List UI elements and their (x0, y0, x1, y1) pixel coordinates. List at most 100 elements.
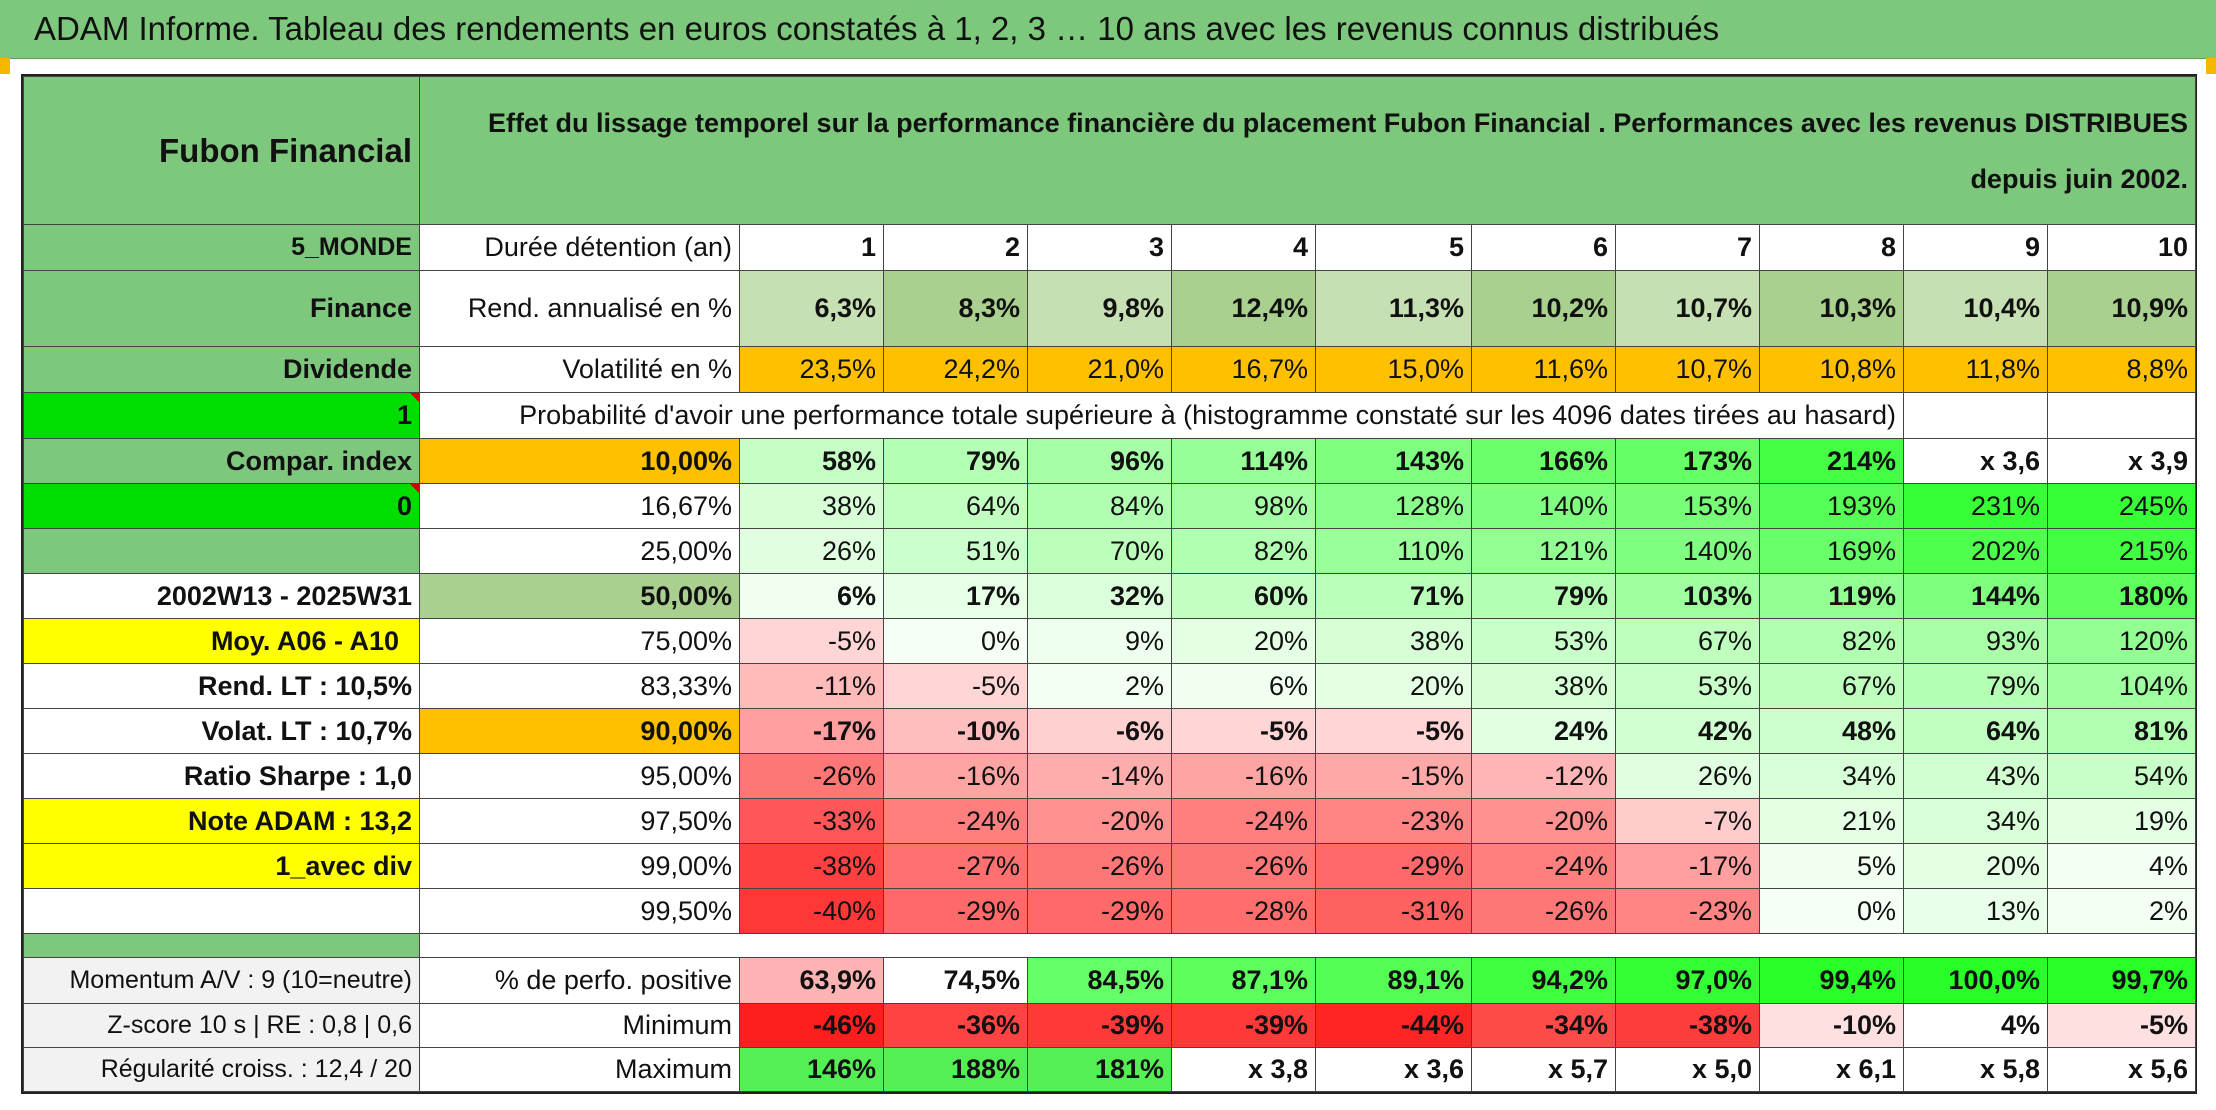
side-info: 1_avec div (23, 843, 420, 889)
performance-cell: 144% (1903, 573, 2048, 619)
side-info: 0 (23, 483, 420, 529)
performance-cell: -5% (1315, 708, 1472, 754)
performance-cell: 0% (883, 618, 1028, 664)
performance-cell: 110% (1315, 528, 1472, 574)
performance-cell: -24% (1471, 843, 1616, 889)
performance-cell: 53% (1471, 618, 1616, 664)
side-metric: Régularité croiss. : 12,4 / 20 (23, 1047, 420, 1092)
performance-cell: 60% (1171, 573, 1316, 619)
duration-year: 4 (1171, 224, 1316, 271)
row-label-duration: Durée détention (an) (419, 224, 740, 271)
performance-cell: 79% (883, 438, 1028, 484)
performance-cell: -17% (1615, 843, 1760, 889)
percentile-level: 83,33% (419, 663, 740, 709)
performance-cell: 79% (1471, 573, 1616, 619)
percentile-row: Note ADAM : 13,2 97,50% -33% -24% -20% -24% -2… (23, 798, 2197, 844)
performance-cell: 143% (1315, 438, 1472, 484)
performance-cell: -23% (1315, 798, 1472, 844)
performance-cell: 79% (1903, 663, 2048, 709)
side-sector: Finance (23, 270, 420, 347)
performance-cell: 215% (2046, 528, 2197, 574)
percentile-row: Rend. LT : 10,5% 83,33% -11% -5% 2% 6% 20% 38% 5… (23, 663, 2197, 709)
performance-cell: 53% (1615, 663, 1760, 709)
performance-cell: 214% (1759, 438, 1904, 484)
performance-cell: 173% (1615, 438, 1760, 484)
performance-cell: 114% (1171, 438, 1316, 484)
performance-cell: 121% (1471, 528, 1616, 574)
stat-value: -36% (883, 1003, 1028, 1048)
stat-value: x 3,8 (1171, 1047, 1316, 1092)
performance-cell: -15% (1315, 753, 1472, 799)
annual-return-value: 10,7% (1615, 270, 1760, 347)
duration-year: 2 (883, 224, 1028, 271)
volatility-value: 10,7% (1615, 346, 1760, 393)
performance-cell: 81% (2046, 708, 2197, 754)
stat-value: 89,1% (1315, 957, 1472, 1004)
performance-cell: 128% (1315, 483, 1472, 529)
performance-cell: 6% (739, 573, 884, 619)
performance-cell: 193% (1759, 483, 1904, 529)
empty-cell (1903, 392, 2048, 439)
performance-cell: -40% (739, 888, 884, 934)
annual-return-value: 11,3% (1315, 270, 1472, 347)
performance-cell: -26% (1027, 843, 1172, 889)
stat-value: 97,0% (1615, 957, 1760, 1004)
performance-cell: -26% (1171, 843, 1316, 889)
stat-value: x 6,1 (1759, 1047, 1904, 1092)
title-bar: ADAM Informe. Tableau des rendements en … (0, 0, 2216, 59)
performance-cell: -16% (883, 753, 1028, 799)
percentile-level: 97,50% (419, 798, 740, 844)
performance-cell: 6% (1171, 663, 1316, 709)
percentile-level: 10,00% (419, 438, 740, 484)
performance-cell: 58% (739, 438, 884, 484)
performance-cell: 153% (1615, 483, 1760, 529)
probability-caption: Probabilité d'avoir une performance tota… (419, 392, 1904, 439)
side-info (23, 528, 420, 574)
side-info (23, 888, 420, 934)
performance-cell: -26% (739, 753, 884, 799)
performance-cell: 54% (2046, 753, 2197, 799)
performance-cell: 98% (1171, 483, 1316, 529)
performance-cell: 21% (1759, 798, 1904, 844)
performance-cell: 180% (2046, 573, 2197, 619)
duration-year: 3 (1027, 224, 1172, 271)
stat-value: 94,2% (1471, 957, 1616, 1004)
spacer-row (23, 933, 2197, 958)
performance-cell: -29% (1027, 888, 1172, 934)
performance-cell: 166% (1471, 438, 1616, 484)
performance-cell: -5% (739, 618, 884, 664)
percentile-row: Volat. LT : 10,7% 90,00% -17% -10% -6% -5% -5%… (23, 708, 2197, 754)
percentile-row: Ratio Sharpe : 1,0 95,00% -26% -16% -14% -16%… (23, 753, 2197, 799)
percentile-level: 75,00% (419, 618, 740, 664)
side-zone: 5_MONDE (23, 224, 420, 271)
stat-value: 100,0% (1903, 957, 2048, 1004)
performance-cell: 17% (883, 573, 1028, 619)
performance-cell: 84% (1027, 483, 1172, 529)
annual-return-value: 10,3% (1759, 270, 1904, 347)
performance-cell: 96% (1027, 438, 1172, 484)
performance-cell: 51% (883, 528, 1028, 574)
performance-cell: 19% (2046, 798, 2197, 844)
side-flag: 1 (23, 392, 420, 439)
performance-cell: x 3,6 (1903, 438, 2048, 484)
duration-year: 9 (1903, 224, 2048, 271)
performance-cell: 26% (1615, 753, 1760, 799)
volatility-value: 21,0% (1027, 346, 1172, 393)
performance-cell: 34% (1903, 798, 2048, 844)
performance-cell: -7% (1615, 798, 1760, 844)
performance-cell: 42% (1615, 708, 1760, 754)
volatility-value: 16,7% (1171, 346, 1316, 393)
stats-row: Z-score 10 s | RE : 0,8 | 0,6 Minimum -46%… (23, 1003, 2197, 1048)
performance-cell: 20% (1903, 843, 2048, 889)
volatility-value: 24,2% (883, 346, 1028, 393)
performance-table-frame: Fubon Financial Effet du lissage tempore… (21, 74, 2197, 1094)
percentile-level: 95,00% (419, 753, 740, 799)
percentile-row: 25,00% 26% 51% 70% 82% 110% 121% 140% 169% 202% 21… (23, 528, 2197, 574)
annual-return-value: 12,4% (1171, 270, 1316, 347)
stat-value: -39% (1171, 1003, 1316, 1048)
stat-value: 74,5% (883, 957, 1028, 1004)
performance-cell: 120% (2046, 618, 2197, 664)
performance-cell: -12% (1471, 753, 1616, 799)
volatility-value: 8,8% (2046, 346, 2197, 393)
performance-cell: -5% (1171, 708, 1316, 754)
